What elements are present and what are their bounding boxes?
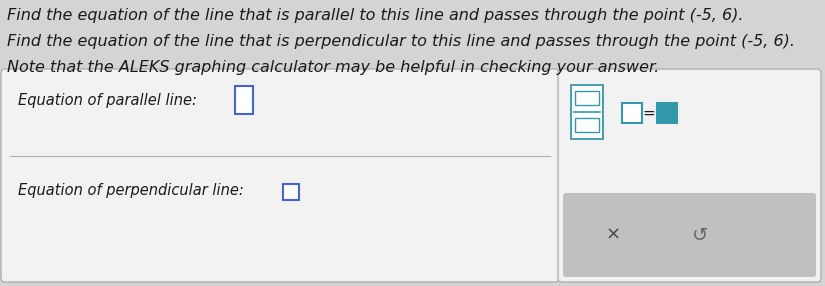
Text: =: =: [643, 106, 655, 120]
FancyBboxPatch shape: [235, 86, 253, 114]
Text: Find the equation of the line that is parallel to this line and passes through t: Find the equation of the line that is pa…: [7, 8, 743, 23]
FancyBboxPatch shape: [575, 91, 599, 105]
FancyBboxPatch shape: [1, 69, 559, 282]
FancyBboxPatch shape: [558, 69, 821, 282]
Text: Equation of perpendicular line:: Equation of perpendicular line:: [18, 184, 243, 198]
Text: ×: ×: [606, 226, 620, 244]
Text: ↺: ↺: [692, 225, 708, 245]
FancyBboxPatch shape: [575, 118, 599, 132]
Text: Equation of parallel line:: Equation of parallel line:: [18, 94, 197, 108]
Bar: [566, 196, 813, 274]
Text: Find the equation of the line that is perpendicular to this line and passes thro: Find the equation of the line that is pe…: [7, 34, 795, 49]
FancyBboxPatch shape: [563, 193, 816, 277]
FancyBboxPatch shape: [622, 103, 642, 123]
FancyBboxPatch shape: [657, 103, 677, 123]
Text: Note that the ALEKS graphing calculator may be helpful in checking your answer.: Note that the ALEKS graphing calculator …: [7, 60, 659, 75]
FancyBboxPatch shape: [571, 85, 603, 139]
FancyBboxPatch shape: [283, 184, 299, 200]
